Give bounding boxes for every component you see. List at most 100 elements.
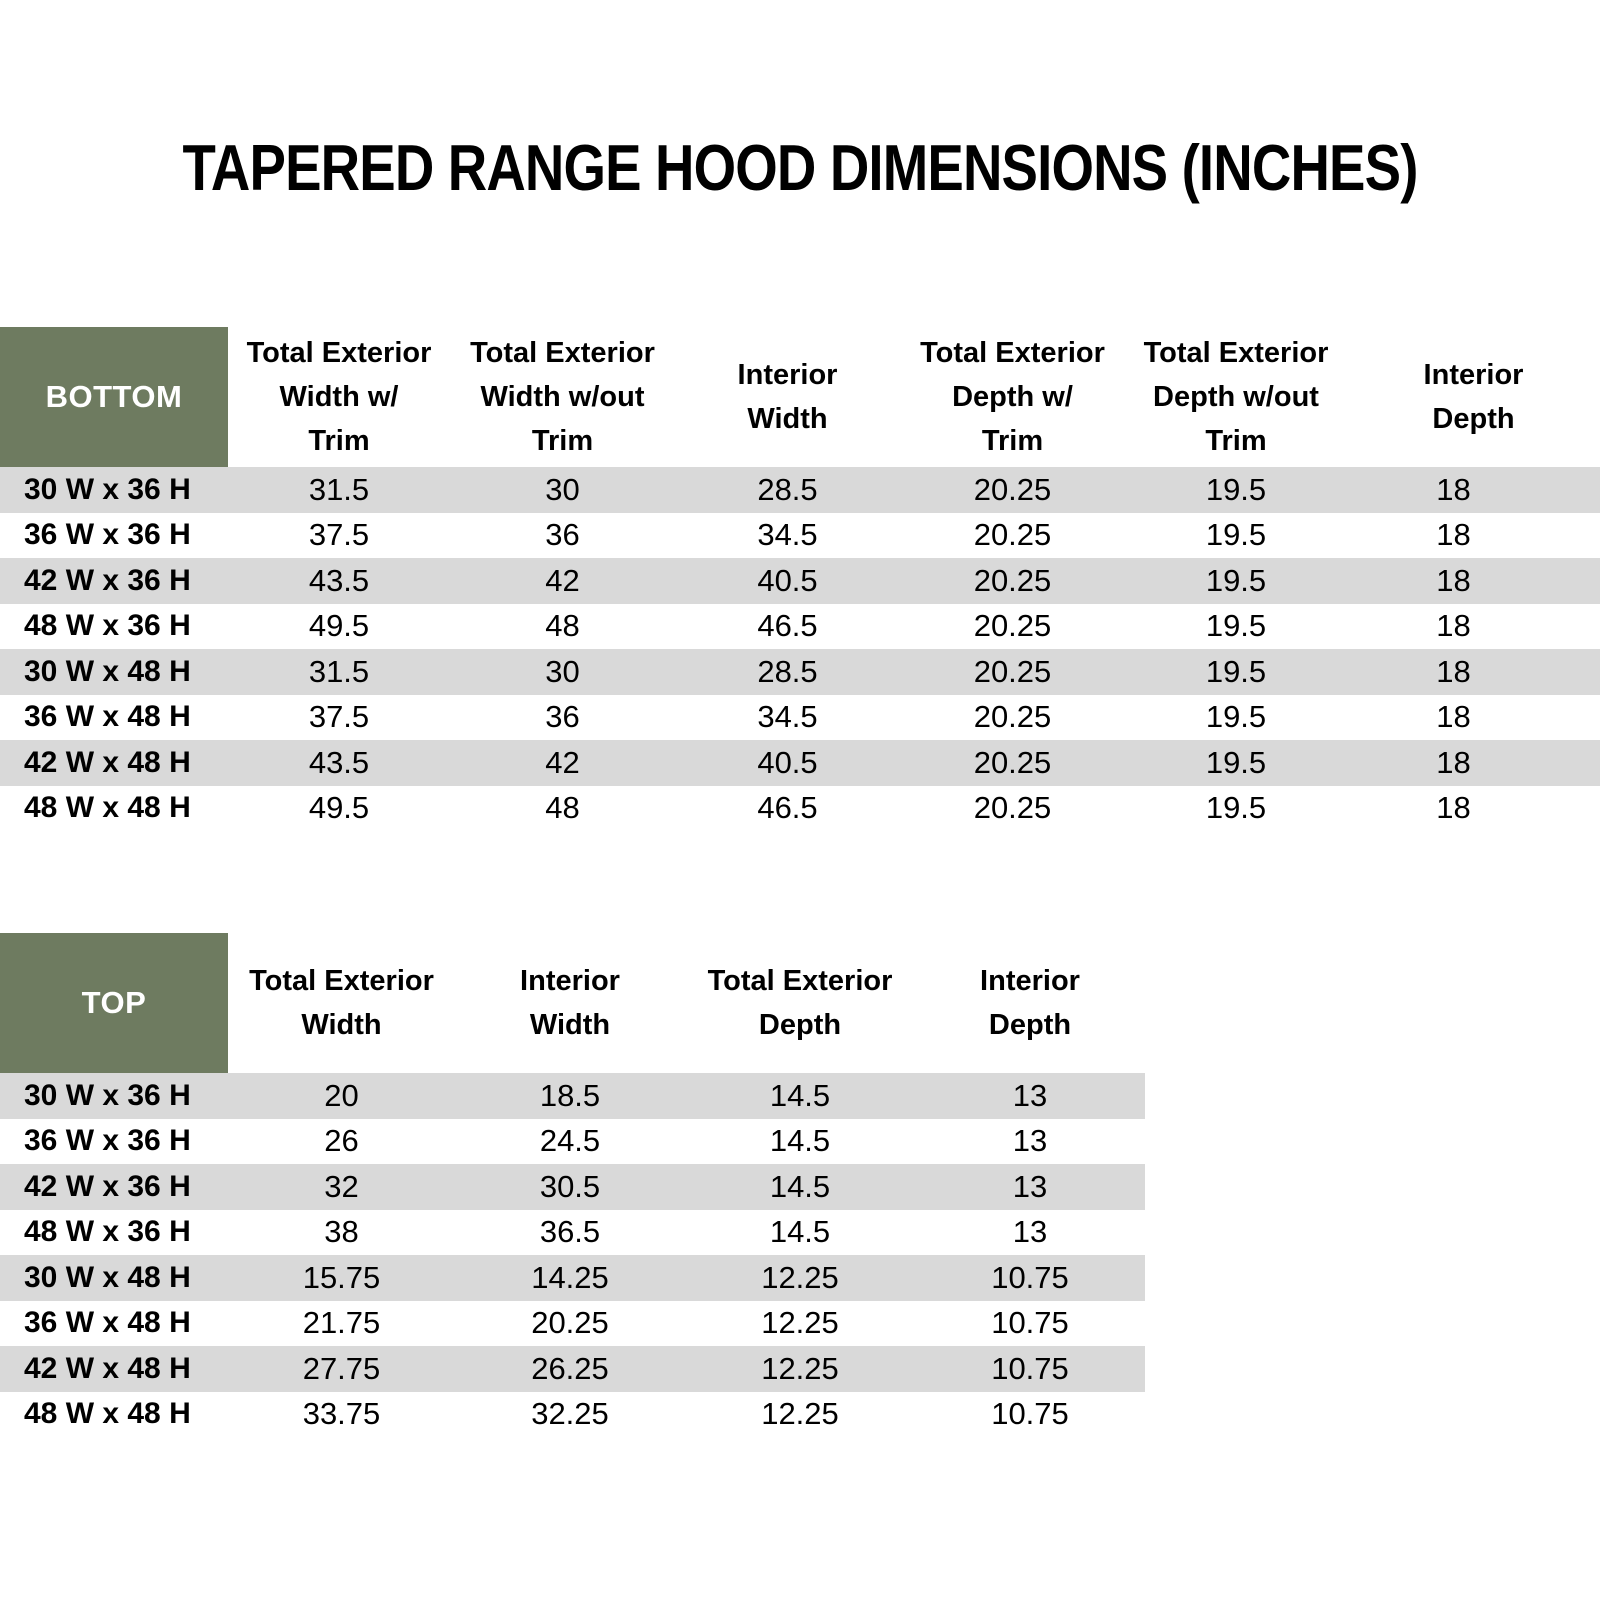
value-cell: 14.5 <box>769 1168 831 1204</box>
row-size-label: 36 W x 48 H <box>24 700 191 734</box>
value-cell: 48 <box>545 790 580 826</box>
value-cell: 37.5 <box>308 699 370 735</box>
value-cell: 40.5 <box>757 562 818 598</box>
value-cell: 14.5 <box>769 1214 831 1250</box>
row-size-label: 30 W x 48 H <box>24 654 191 688</box>
value-cell: 19.5 <box>1205 517 1267 553</box>
table-row: 42 W x 36 H 32 30.5 14.5 13 <box>0 1164 1145 1210</box>
value-cell: 30.5 <box>539 1168 601 1204</box>
value-cell: 43.5 <box>308 562 370 598</box>
column-header-exterior-depth: Total Exterior Depth <box>707 965 893 1041</box>
value-cell: 43.5 <box>308 744 370 780</box>
value-cell: 32 <box>324 1168 359 1204</box>
row-size-label: 48 W x 36 H <box>24 1215 191 1249</box>
table-row: 42 W x 48 H 43.5 42 40.5 20.25 19.5 18 <box>0 740 1600 786</box>
value-cell: 31.5 <box>308 471 370 507</box>
value-cell: 13 <box>1012 1123 1048 1159</box>
value-cell: 27.75 <box>302 1350 381 1386</box>
value-cell: 33.75 <box>302 1396 381 1432</box>
value-cell: 18 <box>1436 517 1471 553</box>
value-cell: 18 <box>1436 790 1471 826</box>
value-cell: 21.75 <box>302 1305 381 1341</box>
table-row: 48 W x 36 H 38 36.5 14.5 13 <box>0 1210 1145 1256</box>
table-row: 30 W x 36 H 31.5 30 28.5 20.25 19.5 18 <box>0 467 1600 513</box>
table-row: 48 W x 48 H 33.75 32.25 12.25 10.75 <box>0 1392 1145 1438</box>
page-title: TAPERED RANGE HOOD DIMENSIONS (INCHES) <box>182 131 1418 204</box>
value-cell: 10.75 <box>991 1350 1069 1386</box>
value-cell: 36 <box>545 517 580 553</box>
value-cell: 49.5 <box>308 790 370 826</box>
bottom-dimensions-table: BOTTOM Total Exterior Width w/Trim Total … <box>0 327 1600 831</box>
column-header-interior-width: Interior Width <box>737 359 838 435</box>
value-cell: 10.75 <box>991 1259 1069 1295</box>
value-cell: 26 <box>324 1123 359 1159</box>
value-cell: 20.25 <box>973 699 1052 735</box>
value-cell: 20.25 <box>973 471 1052 507</box>
value-cell: 18 <box>1436 744 1471 780</box>
value-cell: 34.5 <box>757 699 818 735</box>
value-cell: 13 <box>1012 1214 1048 1250</box>
column-header-interior-width: Interior Width <box>520 965 620 1041</box>
value-cell: 46.5 <box>757 608 818 644</box>
value-cell: 12.25 <box>761 1305 839 1341</box>
table-row: 30 W x 36 H 20 18.5 14.5 13 <box>0 1073 1145 1119</box>
table-row: 36 W x 36 H 26 24.5 14.5 13 <box>0 1119 1145 1165</box>
value-cell: 14.5 <box>769 1077 831 1113</box>
column-header-interior-depth: Interior Depth <box>1423 359 1524 435</box>
value-cell: 24.5 <box>539 1123 601 1159</box>
column-header-exterior-width-trim: Total Exterior Width w/Trim <box>246 337 432 457</box>
table-row: 48 W x 36 H 49.5 48 46.5 20.25 19.5 18 <box>0 604 1600 650</box>
table-row: 36 W x 36 H 37.5 36 34.5 20.25 19.5 18 <box>0 513 1600 559</box>
top-dimensions-table: TOP Total Exterior Width Interior Width To… <box>0 933 1145 1437</box>
value-cell: 37.5 <box>308 517 370 553</box>
row-size-label: 30 W x 48 H <box>24 1260 191 1294</box>
row-size-label: 42 W x 36 H <box>24 563 191 597</box>
column-header-interior-depth: Interior Depth <box>980 965 1080 1041</box>
value-cell: 34.5 <box>757 517 818 553</box>
bottom-header-row: BOTTOM Total Exterior Width w/Trim Total … <box>0 327 1600 467</box>
row-size-label: 48 W x 48 H <box>24 791 191 825</box>
value-cell: 30 <box>545 653 580 689</box>
value-cell: 28.5 <box>757 471 818 507</box>
value-cell: 10.75 <box>991 1305 1069 1341</box>
column-header-exterior-width-no-trim: Total Exterior Width w/out Trim <box>470 337 655 457</box>
value-cell: 18 <box>1436 471 1471 507</box>
row-size-label: 36 W x 36 H <box>24 1124 191 1158</box>
table-row: 36 W x 48 H 37.5 36 34.5 20.25 19.5 18 <box>0 695 1600 741</box>
value-cell: 20 <box>324 1077 359 1113</box>
row-size-label: 30 W x 36 H <box>24 1078 191 1112</box>
value-cell: 48 <box>545 608 580 644</box>
bottom-corner-label: BOTTOM <box>0 327 228 467</box>
value-cell: 19.5 <box>1205 653 1267 689</box>
value-cell: 20.25 <box>531 1305 609 1341</box>
value-cell: 12.25 <box>761 1350 839 1386</box>
row-size-label: 42 W x 48 H <box>24 1351 191 1385</box>
value-cell: 32.25 <box>531 1396 609 1432</box>
value-cell: 20.25 <box>973 790 1052 826</box>
value-cell: 19.5 <box>1205 790 1267 826</box>
value-cell: 40.5 <box>757 744 818 780</box>
row-size-label: 42 W x 48 H <box>24 745 191 779</box>
value-cell: 19.5 <box>1205 608 1267 644</box>
value-cell: 42 <box>545 562 580 598</box>
table-row: 36 W x 48 H 21.75 20.25 12.25 10.75 <box>0 1301 1145 1347</box>
value-cell: 18 <box>1436 653 1471 689</box>
value-cell: 30 <box>545 471 580 507</box>
value-cell: 19.5 <box>1205 471 1267 507</box>
value-cell: 19.5 <box>1205 562 1267 598</box>
column-header-exterior-depth-no-trim: Total Exterior Depth w/out Trim <box>1143 337 1329 457</box>
value-cell: 20.25 <box>973 653 1052 689</box>
table-row: 42 W x 36 H 43.5 42 40.5 20.25 19.5 18 <box>0 558 1600 604</box>
value-cell: 20.25 <box>973 517 1052 553</box>
value-cell: 13 <box>1012 1077 1048 1113</box>
value-cell: 13 <box>1012 1168 1048 1204</box>
value-cell: 46.5 <box>757 790 818 826</box>
value-cell: 15.75 <box>302 1259 381 1295</box>
value-cell: 12.25 <box>761 1396 839 1432</box>
row-size-label: 30 W x 36 H <box>24 472 191 506</box>
value-cell: 20.25 <box>973 608 1052 644</box>
value-cell: 14.25 <box>531 1259 609 1295</box>
column-header-exterior-width: Total Exterior Width <box>249 965 434 1041</box>
value-cell: 42 <box>545 744 580 780</box>
